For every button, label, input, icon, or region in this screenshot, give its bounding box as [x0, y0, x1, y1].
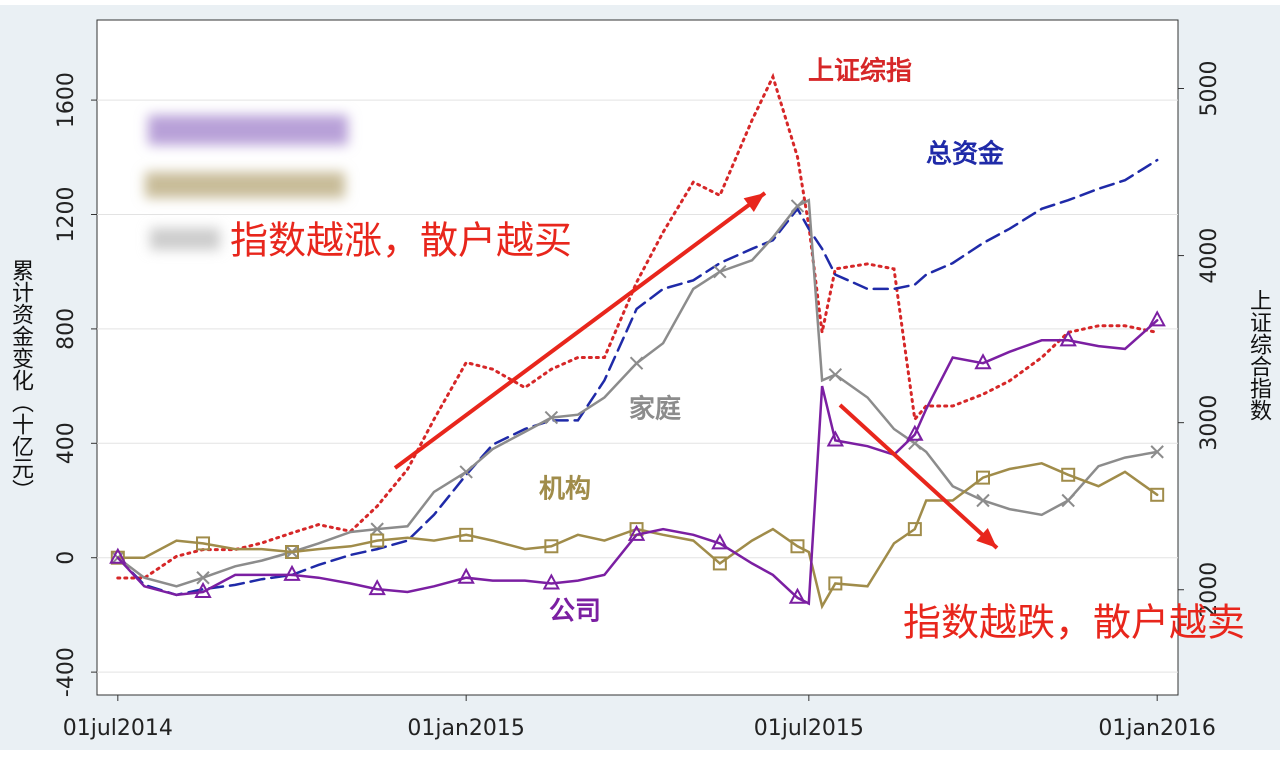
- marker-triangle: [368, 579, 386, 596]
- marker-x: [370, 522, 384, 536]
- annotation: 指数越涨，散户越买: [230, 219, 572, 263]
- y2-tick-label: 3000: [1197, 395, 1222, 451]
- marker-x: [976, 493, 990, 508]
- annotation-arrow: [393, 191, 767, 470]
- y2-axis-title: 上证综合指数: [1246, 289, 1272, 421]
- arrow-head: [976, 528, 997, 548]
- marker-x: [196, 571, 210, 585]
- marker-triangle: [826, 430, 845, 447]
- marker-triangle: [627, 524, 646, 541]
- arrow-head: [743, 193, 765, 212]
- series-label: 总资金: [926, 139, 1005, 170]
- y-tick-label: 800: [54, 308, 79, 350]
- marker-x: [1150, 445, 1164, 459]
- y-tick-label: -400: [54, 647, 79, 697]
- series-line: [116, 72, 1159, 580]
- y2-tick-label: 2000: [1197, 562, 1222, 618]
- marker-triangle: [1059, 330, 1077, 347]
- blur-stripe: [148, 115, 348, 145]
- x-tick-label: 01jan2015: [407, 716, 525, 741]
- x-tick-label: 01jan2016: [1098, 716, 1216, 741]
- marker-square: [828, 576, 843, 591]
- marker-triangle: [974, 353, 992, 370]
- marker-x: [544, 410, 559, 425]
- series-label: 机构: [539, 475, 591, 505]
- series-label: 公司: [549, 597, 601, 627]
- marker-triangle: [542, 573, 561, 590]
- marker-x: [713, 264, 727, 279]
- marker-triangle: [194, 581, 212, 599]
- series-line: [116, 158, 1159, 597]
- marker-triangle: [457, 567, 475, 584]
- series-label: 上证综指: [808, 56, 912, 87]
- marker-square: [1150, 487, 1165, 502]
- marker-square: [544, 539, 559, 554]
- y-tick-label: 0: [54, 551, 79, 565]
- series-line: [116, 319, 1159, 606]
- y-tick-label: 1200: [54, 186, 79, 242]
- marker-x: [828, 367, 843, 382]
- marker-square: [459, 527, 474, 542]
- blurred-box: [145, 115, 348, 250]
- blur-stripe: [150, 228, 220, 250]
- y2-tick-label: 4000: [1197, 228, 1222, 284]
- y2-tick-label: 5000: [1197, 61, 1222, 117]
- marker-triangle: [788, 587, 807, 604]
- marker-square: [976, 470, 991, 485]
- marker-x: [1061, 493, 1075, 508]
- annotation: 指数越跌，散户越卖: [903, 601, 1245, 645]
- series-line: [116, 462, 1159, 610]
- marker-x: [790, 199, 805, 213]
- marker-x: [459, 465, 473, 479]
- blur-stripe: [145, 172, 345, 198]
- marker-triangle: [283, 564, 301, 581]
- marker-square: [907, 522, 922, 537]
- marker-square: [284, 544, 299, 559]
- series-label: 家庭: [629, 394, 681, 425]
- marker-square: [790, 539, 805, 554]
- marker-triangle: [109, 547, 127, 564]
- y-tick-label: 1600: [54, 72, 79, 128]
- marker-square: [370, 533, 385, 548]
- marker-triangle: [906, 424, 924, 441]
- marker-square: [712, 556, 727, 571]
- marker-square: [196, 536, 211, 551]
- marker-triangle: [1148, 310, 1166, 327]
- y-axis-title: 累计资金变化（十亿元）: [8, 259, 34, 501]
- x-tick-label: 01jul2014: [63, 716, 173, 741]
- marker-x: [629, 356, 644, 370]
- annotation-arrow: [838, 403, 999, 550]
- y-tick-label: 400: [54, 422, 79, 464]
- series-line: [116, 198, 1159, 588]
- marker-square: [1061, 467, 1076, 482]
- marker-triangle: [711, 533, 729, 550]
- x-tick-label: 01jul2015: [754, 716, 864, 741]
